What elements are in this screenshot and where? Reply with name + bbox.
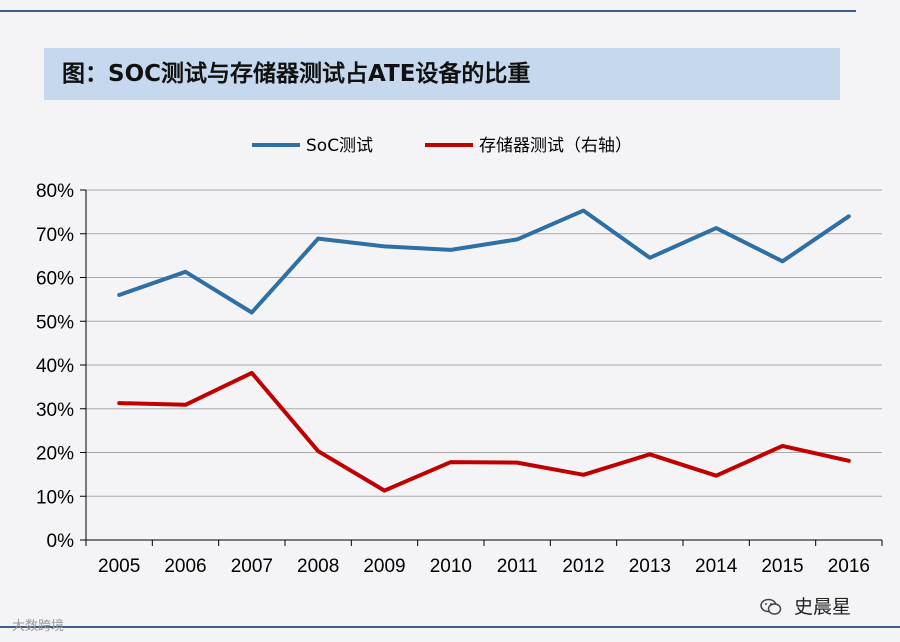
x-tick-label: 2009	[363, 556, 405, 577]
watermark-left: 大数跨境	[12, 615, 64, 634]
legend-label: 存储器测试（右轴）	[479, 136, 632, 156]
y-tick-label: 80%	[36, 181, 74, 202]
x-tick-label: 2011	[497, 556, 538, 577]
x-tick-label: 2015	[761, 556, 803, 577]
legend: SoC测试 存储器测试（右轴）	[252, 136, 632, 156]
y-tick-label: 10%	[36, 487, 74, 508]
watermark-left-text: 大数跨境	[12, 619, 65, 634]
y-tick-label: 70%	[36, 225, 74, 246]
gridlines	[86, 189, 882, 497]
x-tick-label: 2016	[828, 556, 870, 577]
x-tick-label: 2010	[430, 556, 472, 577]
series-line-soc	[117, 208, 851, 315]
x-tick-label: 2014	[695, 556, 738, 577]
watermark-right: 史晨星	[760, 592, 851, 619]
x-tick-label: 2006	[164, 556, 206, 577]
x-tick-label: 2013	[629, 556, 671, 577]
x-tick-label: 2008	[297, 556, 339, 577]
top-divider	[0, 10, 856, 12]
y-tick-label: 60%	[36, 269, 74, 290]
x-tick-label: 2012	[562, 556, 604, 577]
series-lines	[117, 208, 851, 493]
axes: 0% 10% 20% 30% 40% 50% 60% 70% 80% 2005 2006 2007 20…	[36, 181, 883, 577]
title-banner: 图：SOC测试与存储器测试占ATE设备的比重	[44, 48, 840, 100]
legend-label: SoC测试	[306, 136, 373, 156]
y-tick-label: 30%	[36, 400, 74, 421]
bottom-divider	[0, 626, 900, 628]
wechat-icon	[760, 598, 782, 615]
watermark-right-text: 史晨星	[794, 596, 852, 618]
y-tick-label: 20%	[36, 444, 74, 465]
x-tick-label: 2005	[98, 556, 140, 577]
series-line-memory	[117, 370, 851, 493]
y-tick-label: 0%	[47, 531, 75, 552]
y-tick-label: 40%	[36, 356, 74, 377]
chart-title: 图：SOC测试与存储器测试占ATE设备的比重	[62, 61, 531, 87]
x-tick-label: 2007	[231, 556, 273, 577]
y-tick-label: 50%	[36, 312, 74, 333]
